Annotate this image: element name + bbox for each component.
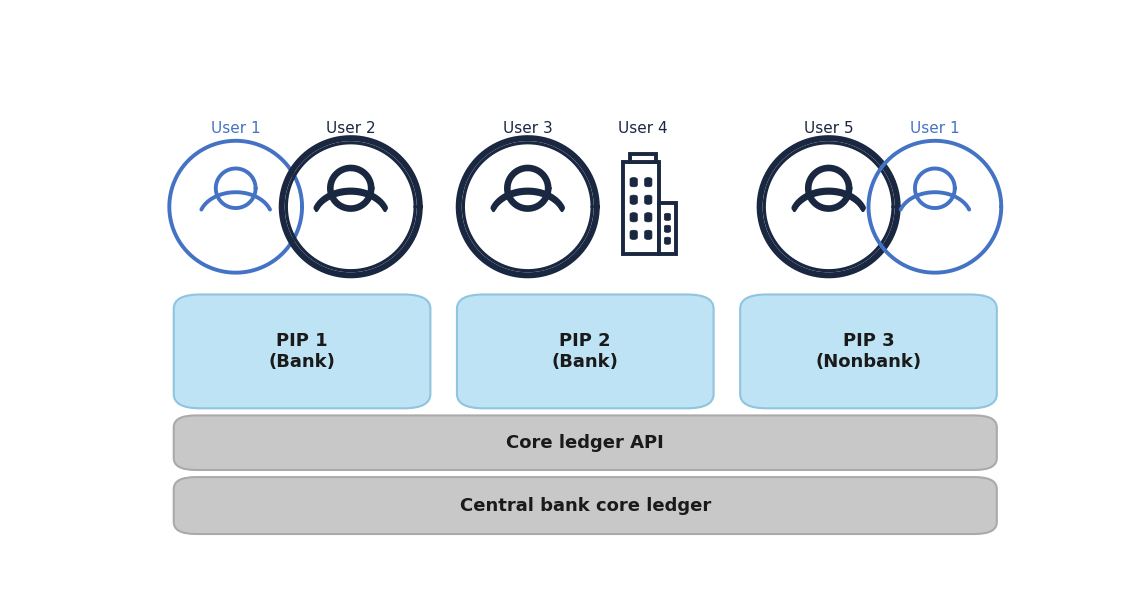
Text: User 1: User 1 <box>910 121 959 136</box>
Circle shape <box>168 171 304 243</box>
Circle shape <box>761 171 896 243</box>
Text: PIP 1
(Bank): PIP 1 (Bank) <box>268 332 336 371</box>
FancyBboxPatch shape <box>644 177 652 187</box>
FancyBboxPatch shape <box>174 477 997 534</box>
FancyBboxPatch shape <box>457 294 714 408</box>
Text: Central bank core ledger: Central bank core ledger <box>459 496 711 514</box>
Text: User 1: User 1 <box>211 121 260 136</box>
Text: User 3: User 3 <box>502 121 553 136</box>
FancyBboxPatch shape <box>174 294 431 408</box>
FancyBboxPatch shape <box>740 294 997 408</box>
Text: User 5: User 5 <box>804 121 853 136</box>
FancyBboxPatch shape <box>630 177 637 187</box>
Text: PIP 2
(Bank): PIP 2 (Bank) <box>552 332 619 371</box>
Bar <box>630 153 656 162</box>
FancyBboxPatch shape <box>665 213 670 221</box>
Circle shape <box>460 171 595 243</box>
FancyBboxPatch shape <box>630 230 637 240</box>
Circle shape <box>283 171 418 243</box>
FancyBboxPatch shape <box>630 195 637 205</box>
Text: PIP 3
(Nonbank): PIP 3 (Nonbank) <box>815 332 922 371</box>
FancyBboxPatch shape <box>665 237 670 245</box>
Bar <box>659 203 676 254</box>
Text: User 4: User 4 <box>618 121 668 136</box>
FancyBboxPatch shape <box>644 230 652 240</box>
FancyBboxPatch shape <box>174 415 997 470</box>
FancyBboxPatch shape <box>665 225 670 232</box>
Bar <box>622 162 659 254</box>
Bar <box>619 147 682 257</box>
Circle shape <box>867 171 1003 243</box>
Text: User 2: User 2 <box>325 121 376 136</box>
FancyBboxPatch shape <box>630 213 637 222</box>
FancyBboxPatch shape <box>644 213 652 222</box>
FancyBboxPatch shape <box>644 195 652 205</box>
Text: Core ledger API: Core ledger API <box>506 434 665 452</box>
